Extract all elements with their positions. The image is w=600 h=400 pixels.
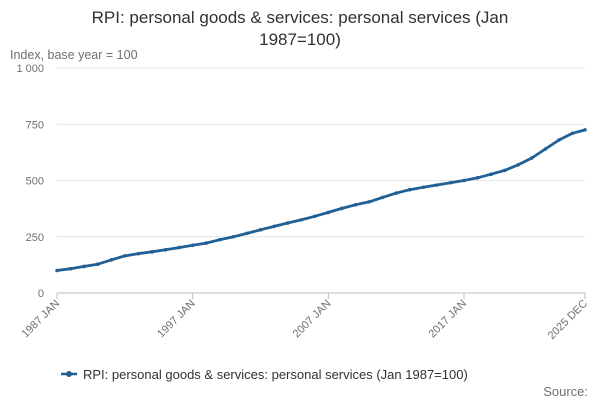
series-0-point-36[interactable] [543,147,548,151]
series-0-point-25[interactable] [394,191,398,195]
y-tick-layer: 0 250 500 750 1 000 [16,63,44,300]
series-0-point-10[interactable] [190,243,195,248]
x-tick-layer: 1987 JAN 1997 JAN 2007 JAN 2017 JAN 2025 DEC [19,293,590,342]
series-0-point-6[interactable] [136,251,141,256]
series-0-point-8[interactable] [163,248,168,252]
chart-title-line-2: 1987=100) [259,30,341,49]
source-label: Source: [543,384,588,399]
series-0-point-11[interactable] [204,241,209,245]
series-0-point-23[interactable] [367,200,371,204]
series-0-point-35[interactable] [530,156,534,160]
series-0-point-38[interactable] [570,131,575,136]
y-tick-label-1: 250 [26,232,44,244]
chart-title-line-1: RPI: personal goods & services: personal… [92,8,509,27]
legend-swatch-marker [66,371,72,377]
series-0-point-19[interactable] [312,214,317,219]
series-0-point-34[interactable] [516,162,521,167]
series-0-point-15[interactable] [258,227,263,232]
series-line-0 [55,128,587,272]
series-0-point-16[interactable] [272,224,276,229]
series-0-point-37[interactable] [557,138,561,142]
x-tick-label-2: 2007 JAN [291,298,334,341]
series-0-point-27[interactable] [421,185,426,190]
series-0-point-33[interactable] [502,168,507,173]
series-0-point-13[interactable] [231,234,236,239]
series-0-point-12[interactable] [217,237,222,242]
series-0-point-9[interactable] [177,245,181,250]
series-0-point-14[interactable] [245,231,249,236]
x-tick-label-3: 2017 JAN [426,298,469,341]
series-layer [55,128,587,273]
y-tick-label-0: 0 [38,288,44,300]
series-0-point-29[interactable] [448,180,453,185]
x-tick-label-4: 2025 DEC [546,298,590,342]
series-0-point-20[interactable] [326,210,331,215]
series-0-point-3[interactable] [95,262,100,267]
series-0-point-31[interactable] [475,176,480,180]
legend[interactable]: RPI: personal goods & services: personal… [61,367,468,382]
grid-layer [57,67,585,294]
series-0-point-7[interactable] [150,250,154,254]
series-0-point-32[interactable] [489,172,493,176]
y-tick-label-3: 750 [26,119,44,131]
series-0-point-1[interactable] [68,266,73,271]
x-tick-label-0: 1987 JAN [19,298,62,341]
series-0-point-4[interactable] [109,258,114,262]
series-0-point-39[interactable] [583,128,587,132]
series-0-point-28[interactable] [435,183,439,187]
series-0-point-5[interactable] [123,254,127,258]
y-tick-label-4: 1 000 [16,63,44,75]
y-tick-label-2: 500 [26,176,44,188]
legend-label: RPI: personal goods & services: personal… [83,367,468,382]
series-0-point-26[interactable] [407,187,412,192]
series-0-point-30[interactable] [462,178,466,183]
series-0-point-2[interactable] [82,264,86,269]
series-0-point-24[interactable] [380,195,385,200]
y-axis-label: Index, base year = 100 [10,48,138,62]
series-0-point-22[interactable] [353,203,358,207]
series-0-point-21[interactable] [340,206,344,211]
series-0-point-0[interactable] [55,268,59,273]
x-tick-label-1: 1997 JAN [155,298,198,341]
series-0-point-18[interactable] [299,218,303,222]
series-0-point-17[interactable] [285,221,290,225]
